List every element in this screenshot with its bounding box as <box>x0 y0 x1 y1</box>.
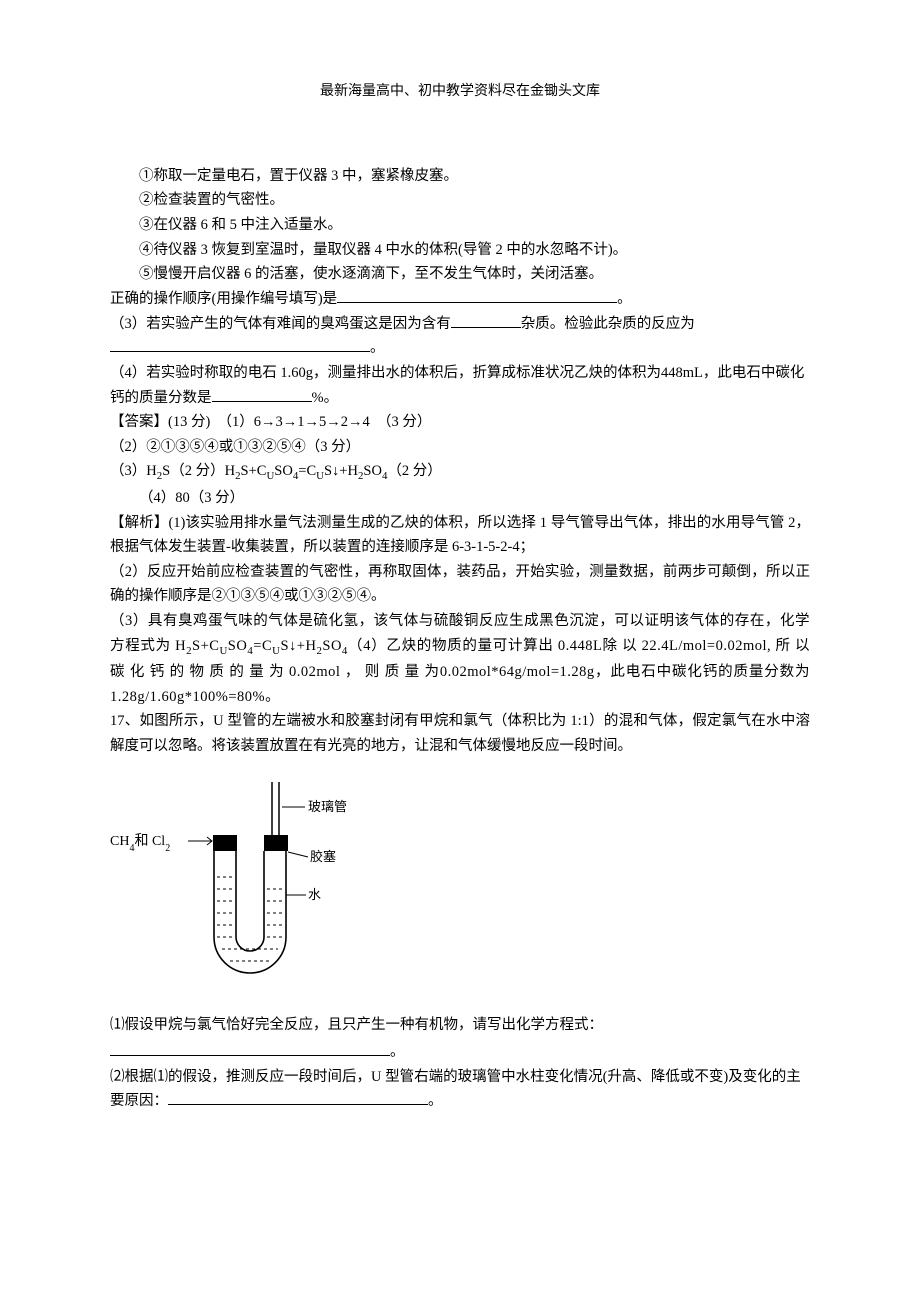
step-5: ⑤慢慢开启仪器 6 的活塞，使水逐滴滴下，至不发生气体时，关闭活塞。 <box>110 262 810 287</box>
ans3-mid: S（2 分）H <box>162 463 235 479</box>
exp-label: 【解析】 <box>110 515 168 531</box>
blank-17-1 <box>110 1055 390 1056</box>
ans3-eq4: S↓+H <box>324 463 358 479</box>
exp3-m4: S↓+H <box>280 638 316 654</box>
answer-2: （2）②①③⑤④或①③②⑤④（3 分） <box>110 435 810 460</box>
page-header: 最新海量高中、初中教学资料尽在金锄头文库 <box>110 80 810 104</box>
ans3-pre: （3）H <box>110 463 157 479</box>
q4-pre: （4）若实验时称取的电石 1.60g，测量排出水的体积后，折算成标准状况乙炔的体… <box>110 365 804 406</box>
explanation-3: （3）具有臭鸡蛋气味的气体是硫化氢，该气体与硫酸铜反应生成黑色沉淀，可以证明该气… <box>110 609 810 709</box>
step-4: ④待仪器 3 恢复到室温时，量取仪器 4 中水的体积(导管 2 中的水忽略不计)… <box>110 238 810 263</box>
blank-q3b <box>110 351 370 352</box>
exp3-m3: =C <box>253 638 272 654</box>
step-3: ③在仪器 6 和 5 中注入适量水。 <box>110 213 810 238</box>
u-tube-svg: 玻璃管 胶塞 CH4和 Cl2 <box>110 777 370 987</box>
ans3-eq5: SO <box>363 463 382 479</box>
page-container: 最新海量高中、初中教学资料尽在金锄头文库 ①称取一定量电石，置于仪器 3 中，塞… <box>0 0 920 1174</box>
step-1: ①称取一定量电石，置于仪器 3 中，塞紧橡皮塞。 <box>110 164 810 189</box>
answer-1: 【答案】(13 分) （1）6→3→1→5→2→4 （3 分） <box>110 410 810 435</box>
q4-post: %。 <box>312 390 339 406</box>
q3-post: 。 <box>370 340 385 356</box>
exp3-m5: SO <box>322 638 342 654</box>
exp1-text: (1)该实验用排水量气法测量生成的乙炔的体积，所以选择 1 导气管导出气体，排出… <box>110 515 810 556</box>
ans3-eq6: （2 分） <box>387 463 441 479</box>
question-17-1-blank: 。 <box>110 1040 810 1065</box>
q17-2-post: 。 <box>428 1093 443 1109</box>
u-tube-figure: 玻璃管 胶塞 CH4和 Cl2 <box>110 777 810 996</box>
question-4: （4）若实验时称取的电石 1.60g，测量排出水的体积后，折算成标准状况乙炔的体… <box>110 361 810 410</box>
answer-3: （3）H2S（2 分）H2S+CUSO4=CUS↓+H2SO4（2 分） <box>110 459 810 485</box>
order-prompt: 正确的操作顺序(用操作编号填写)是 。 <box>110 287 810 312</box>
q3-mid: 杂质。检验此杂质的反应为 <box>521 316 695 332</box>
label-stopper: 胶塞 <box>310 849 336 864</box>
label-water: 水 <box>308 887 321 902</box>
question-3: （3）若实验产生的气体有难闻的臭鸡蛋这是因为含有 杂质。检验此杂质的反应为。 <box>110 312 810 361</box>
question-17-1: ⑴假设甲烷与氯气恰好完全反应，且只产生一种有机物，请写出化学方程式： <box>110 1013 810 1038</box>
ans3-eq3: =C <box>298 463 316 479</box>
exp3-m2: SO <box>228 638 248 654</box>
exp3-m1: S+C <box>192 638 219 654</box>
order-prompt-pre: 正确的操作顺序(用操作编号填写)是 <box>110 291 337 307</box>
question-17-2: ⑵根据⑴的假设，推测反应一段时间后，U 型管右端的玻璃管中水柱变化情况(升高、降… <box>110 1065 810 1114</box>
order-prompt-post: 。 <box>617 291 632 307</box>
question-17: 17、如图所示，U 型管的左端被水和胶塞封闭有甲烷和氯气（体积比为 1:1）的混… <box>110 709 810 758</box>
q17-1-post: 。 <box>390 1044 405 1060</box>
step-2: ②检查装置的气密性。 <box>110 188 810 213</box>
answer-4: （4）80（3 分） <box>110 486 810 511</box>
q3-pre: （3）若实验产生的气体有难闻的臭鸡蛋这是因为含有 <box>110 316 451 332</box>
ans3-eq2: SO <box>274 463 293 479</box>
label-gas: CH4和 Cl2 <box>110 833 170 854</box>
sub-u2: U <box>316 470 324 482</box>
explanation-1: 【解析】(1)该实验用排水量气法测量生成的乙炔的体积，所以选择 1 导气管导出气… <box>110 511 810 560</box>
ans3-eq: S+C <box>241 463 267 479</box>
blank-order <box>337 302 617 303</box>
blank-q4 <box>212 401 312 402</box>
blank-q3a <box>451 327 521 328</box>
label-glass: 玻璃管 <box>308 799 347 814</box>
sub-eu: U <box>219 645 227 657</box>
blank-17-2 <box>168 1104 428 1105</box>
explanation-2: （2）反应开始前应检查装置的气密性，再称取固体，装药品，开始实验，测量数据，前两… <box>110 560 810 609</box>
q17-2-pre: ⑵根据⑴的假设，推测反应一段时间后，U 型管右端的玻璃管中水柱变化情况(升高、降… <box>110 1069 801 1110</box>
